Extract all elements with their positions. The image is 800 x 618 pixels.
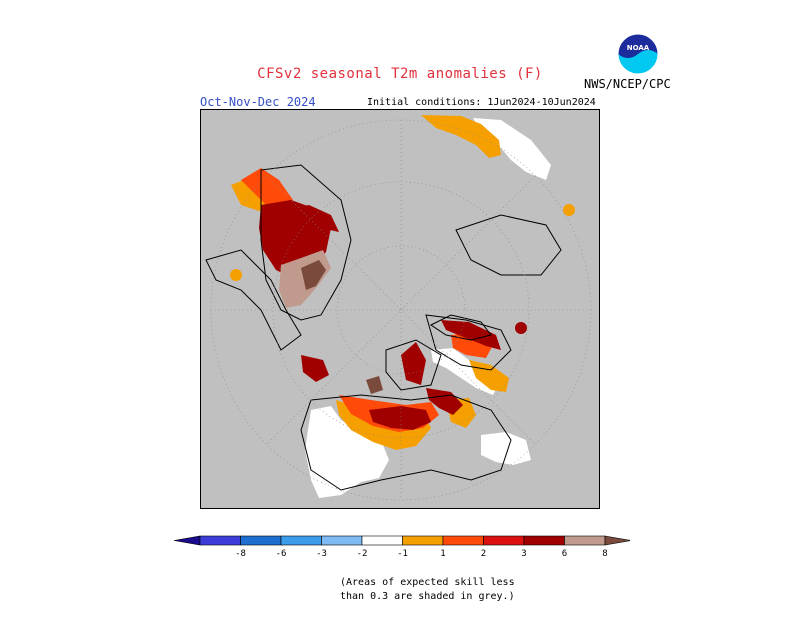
graticule: [210, 119, 592, 501]
latitude-circle-middle: [272, 181, 530, 439]
noaa-emblem-icon: NOAA: [617, 33, 659, 75]
colorbar-end-left: [173, 535, 201, 546]
darkred-area-arctic-canada: [401, 342, 426, 385]
white-area-north-canada: [473, 118, 551, 180]
colorbar-swatch-7: [442, 535, 484, 546]
brown-area-alaska: [301, 260, 326, 290]
white-area-west-russia: [305, 406, 389, 498]
initial-conditions: Initial conditions: 1Jun2024-10Jun2024: [367, 97, 596, 108]
orange-spot-greenland: [563, 204, 575, 216]
anomaly-3-6-areas: [259, 200, 527, 430]
coastline-arctic-islands: [385, 339, 442, 391]
coastline-siberia: [300, 394, 512, 491]
colorbar-swatch-1: [199, 535, 241, 546]
noaa-logo-text: NOAA: [627, 44, 650, 52]
colorbar-tick-label: -8: [235, 549, 246, 559]
darkred-area-siberia: [369, 406, 431, 430]
colorbar-tick-label: 2: [481, 549, 486, 559]
darkred-area-east-siberia: [301, 355, 329, 382]
forecast-period: Oct-Nov-Dec 2024: [200, 95, 316, 109]
skill-note-line-2: than 0.3 are shaded in grey.): [340, 591, 515, 602]
colorbar-swatch-10: [564, 535, 606, 546]
polar-map-svg: [205, 115, 592, 501]
white-area-central-asia: [481, 432, 531, 465]
neutral-anomaly-areas: [305, 118, 551, 498]
coastline-alaska: [260, 164, 352, 321]
colorbar-swatch-8: [483, 535, 525, 546]
darkred-area-europe-north: [441, 320, 501, 350]
orange-area-canada-north: [421, 115, 501, 158]
colorbar: -8 -6 -3 -2 -1 1 2 3 6 8: [170, 532, 632, 572]
darkred-spot-svalbard: [515, 322, 527, 334]
map-title: CFSv2 seasonal T2m anomalies (F): [257, 66, 543, 82]
colorbar-swatch-2: [240, 535, 282, 546]
darkred-area-alaska-north: [281, 205, 339, 232]
coastline-north-america: [205, 249, 302, 351]
colorbar-tick-label: 6: [562, 549, 567, 559]
colorbar-tick-label: 1: [440, 549, 445, 559]
colorbar-tick-label: -6: [276, 549, 287, 559]
agency-label: NWS/NCEP/CPC: [584, 77, 671, 91]
colorbar-end-right: [604, 535, 632, 546]
skill-note: (Areas of expected skill less than 0.3 a…: [340, 576, 540, 604]
colorbar-swatch-9: [523, 535, 565, 546]
colorbar-tick-label: -1: [397, 549, 408, 559]
colorbar-tick-label: -2: [357, 549, 368, 559]
colorbar-tick-label: -3: [316, 549, 327, 559]
colorbar-svg: -8 -6 -3 -2 -1 1 2 3 6 8: [173, 535, 632, 559]
latitude-circle-inner: [336, 245, 466, 375]
colorbar-tick-label: 3: [521, 549, 526, 559]
colorbar-swatch-5: [361, 535, 403, 546]
brown-area-arctic: [366, 376, 383, 394]
noaa-logo: NOAA: [617, 33, 659, 79]
colorbar-swatch-6: [402, 535, 444, 546]
darkred-area-kara: [426, 388, 463, 415]
coastline-scandinavia: [430, 314, 492, 341]
colorbar-tick-label: 8: [602, 549, 607, 559]
orange-spot-hawaii: [230, 269, 242, 281]
coastline-europe: [425, 314, 512, 371]
colorbar-swatch-4: [321, 535, 363, 546]
skill-note-line-1: (Areas of expected skill less: [340, 577, 515, 588]
anomaly-above-8-areas: [301, 260, 383, 394]
polar-map: [200, 109, 600, 509]
coastline-greenland: [455, 214, 562, 276]
colorbar-swatch-3: [280, 535, 322, 546]
coastlines: [205, 164, 562, 491]
